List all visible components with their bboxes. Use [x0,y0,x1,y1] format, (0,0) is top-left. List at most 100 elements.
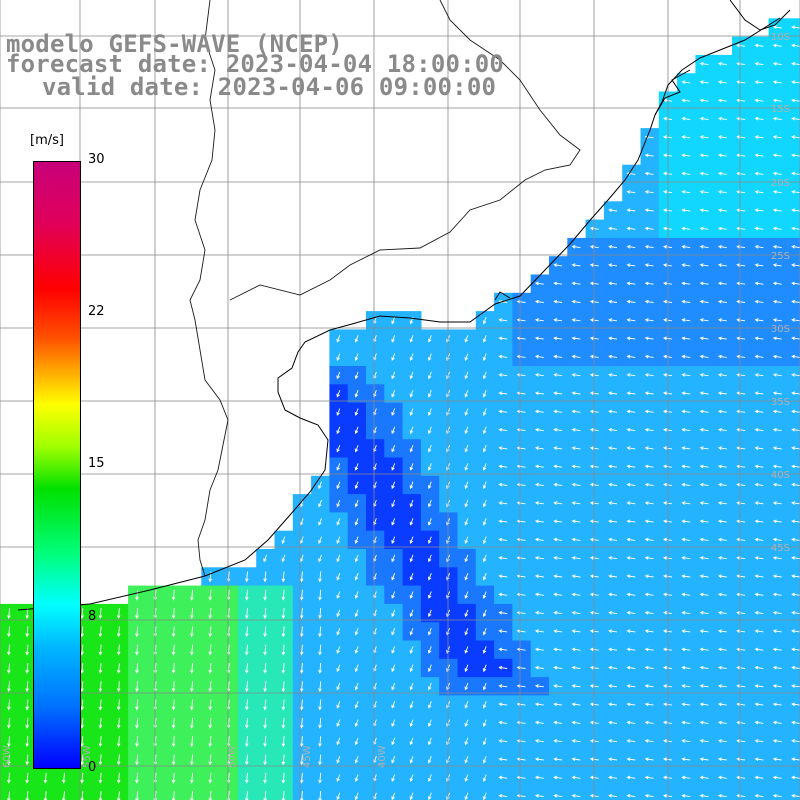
wind-arrow [80,736,84,748]
wind-arrow [553,574,563,579]
wind-arrow [336,499,341,508]
wind-arrow [644,757,654,762]
wind-arrow [736,153,746,158]
wind-arrow [717,226,727,231]
wind-arrow [608,592,618,597]
wind-arrow [754,427,764,432]
wind-arrow [391,591,396,599]
wind-arrow [427,737,432,746]
wind-arrow [754,501,764,505]
wind-arrow [354,664,359,673]
wind-arrow [190,662,194,674]
wind-arrow [244,717,249,729]
wind-arrow [464,664,469,673]
wind-arrow [791,43,800,48]
wind-arrow [263,754,267,766]
wind-arrow [299,736,304,748]
wind-arrow [644,373,654,377]
wind-arrow [589,244,599,249]
wind-arrow [736,409,746,414]
wind-arrow [534,702,544,707]
wind-arrow [281,772,286,784]
wind-arrow [754,80,764,84]
wind-arrow [299,681,304,693]
wind-arrow [482,774,487,782]
wind-arrow [263,554,268,563]
wind-arrow [681,153,691,158]
wind-arrow [409,518,414,526]
wind-arrow [699,427,709,432]
wind-arrow [644,720,654,725]
wind-arrow [498,446,508,450]
wind-arrow [516,409,526,414]
wind-arrow [699,226,709,231]
wind-arrow [681,501,691,505]
wind-arrow [699,629,709,633]
wind-arrow [736,629,746,633]
wind-arrow [516,629,526,633]
wind-arrow [498,574,508,579]
wind-arrow [299,626,304,638]
wind-arrow [553,793,563,798]
latitude-label: 35S [771,397,790,408]
wind-arrow [736,574,746,579]
wind-arrow [644,244,654,249]
wind-arrow [772,263,782,267]
wind-arrow [736,446,746,450]
wind-speed-cell [457,786,477,800]
wind-arrow [427,774,432,782]
wind-arrow [116,754,121,766]
wind-arrow [516,574,526,579]
wind-arrow [135,644,139,656]
wind-arrow [736,80,746,84]
wind-arrow [754,647,764,652]
wind-arrow [571,793,581,798]
wind-arrow [7,736,11,748]
wind-arrow [681,610,691,615]
wind-arrow [589,464,599,469]
wind-arrow [608,519,618,524]
wind-arrow [571,263,581,267]
longitude-label: 60W [2,745,13,768]
wind-arrow [754,116,764,121]
wind-arrow [644,354,654,359]
wind-arrow [791,610,800,615]
wind-arrow [681,775,691,780]
wind-arrow [736,244,746,249]
wind-arrow [208,644,212,656]
wind-arrow [791,647,800,652]
wind-arrow [263,791,267,800]
wind-arrow [354,463,359,471]
wind-arrow [791,574,800,579]
wind-arrow [699,281,709,286]
wind-arrow [571,629,581,633]
wind-arrow [409,627,414,636]
wind-arrow [427,444,432,453]
wind-arrow [427,481,432,490]
wind-arrow [791,244,800,249]
wind-arrow [791,25,800,30]
wind-arrow [644,684,654,688]
wind-arrow [516,501,526,505]
wind-arrow [717,116,727,121]
wind-arrow [589,391,599,396]
wind-arrow [190,736,194,748]
wind-arrow [391,444,396,453]
wind-arrow [464,353,469,361]
wind-arrow [516,427,526,432]
wind-arrow [717,501,727,505]
wind-arrow [571,482,581,487]
wind-arrow [116,699,121,711]
wind-arrow [717,391,727,396]
wind-arrow [391,518,396,526]
wind-arrow [791,629,800,633]
wind-arrow [791,226,800,231]
wind-arrow [772,80,782,84]
wind-arrow [754,190,764,194]
wind-arrow [135,754,139,766]
wind-arrow [681,720,691,725]
wind-arrow [608,739,618,743]
wind-arrow [571,537,581,542]
wind-arrow [736,464,746,469]
wind-arrow [699,80,709,84]
